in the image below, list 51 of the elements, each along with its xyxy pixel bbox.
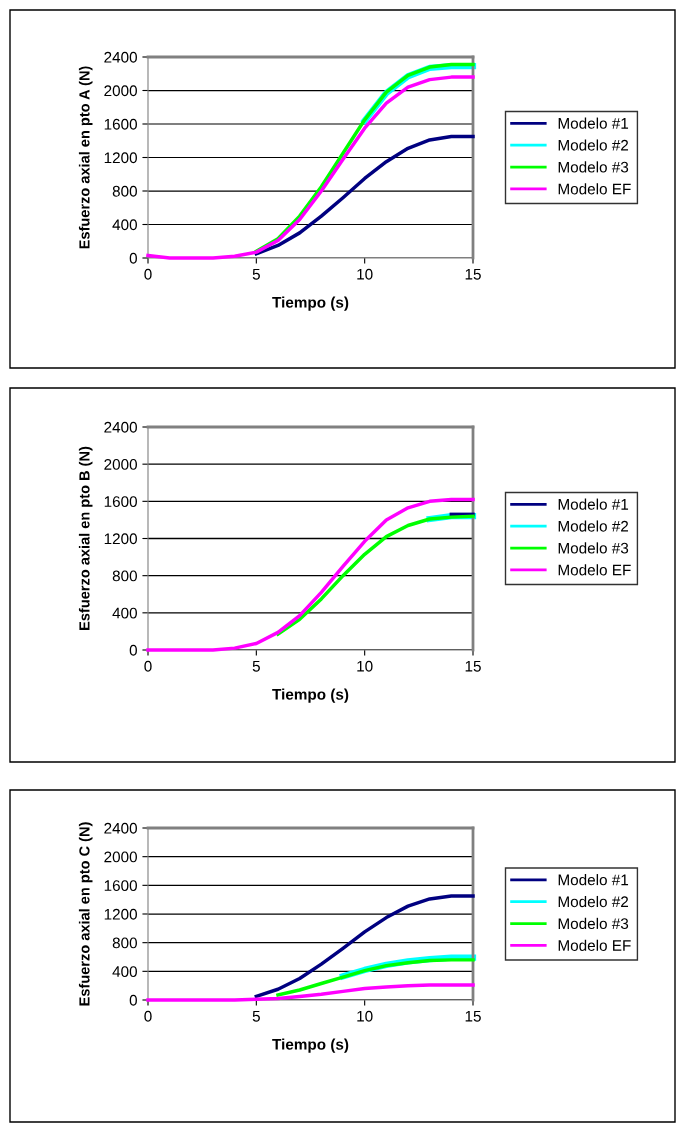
- y-tick-label: 2000: [104, 85, 137, 97]
- y-tick-label: 1600: [104, 118, 137, 130]
- x-tick-label: 5: [252, 660, 260, 672]
- legend-label: Modelo EF: [558, 939, 631, 951]
- legend-label: Modelo #1: [558, 498, 629, 510]
- x-tick-label: 15: [465, 1010, 481, 1022]
- y-tick-label: 0: [129, 252, 137, 264]
- y-axis-title: Esfuerzo axial en pto B (N): [78, 446, 93, 630]
- y-tick-label: 0: [129, 994, 137, 1006]
- legend-label: Modelo #2: [558, 139, 629, 151]
- legend-label: Modelo #1: [558, 117, 629, 129]
- y-tick-label: 2400: [104, 421, 137, 433]
- y-tick-label: 2000: [104, 459, 137, 470]
- legend-label: Modelo #2: [558, 520, 629, 532]
- x-tick-label: 0: [144, 660, 152, 672]
- x-tick-label: 10: [357, 1010, 373, 1022]
- legend-label: Modelo #3: [558, 542, 629, 554]
- y-tick-label: 2400: [104, 51, 137, 63]
- x-tick-label: 10: [357, 660, 373, 672]
- y-tick-label: 2000: [104, 851, 137, 863]
- y-tick-label: 1200: [104, 533, 137, 545]
- y-tick-label: 1600: [104, 880, 137, 892]
- legend-label: Modelo #3: [558, 161, 629, 173]
- y-axis-title: Esfuerzo axial en pto A (N): [78, 66, 93, 249]
- legend-label: Modelo EF: [558, 183, 631, 195]
- legend-label: Modelo EF: [558, 564, 631, 576]
- x-tick-label: 5: [252, 1010, 260, 1022]
- y-tick-label: 2400: [104, 822, 137, 834]
- x-tick-label: 15: [465, 660, 481, 672]
- legend-label: Modelo #1: [558, 874, 629, 886]
- y-tick-label: 400: [112, 219, 137, 231]
- y-tick-label: 1200: [104, 908, 137, 920]
- y-tick-label: 1600: [104, 496, 137, 508]
- y-tick-label: 0: [129, 644, 137, 656]
- y-axis-title: Esfuerzo axial en pto C (N): [78, 822, 93, 1006]
- legend-label: Modelo #2: [558, 895, 629, 908]
- x-axis-title: Tiempo (s): [272, 688, 349, 703]
- y-tick-label: 1200: [104, 152, 137, 164]
- x-tick-label: 0: [144, 268, 152, 280]
- y-tick-label: 400: [112, 607, 137, 619]
- y-tick-label: 800: [112, 570, 137, 582]
- y-tick-label: 800: [112, 937, 137, 949]
- x-tick-label: 15: [465, 268, 481, 280]
- x-axis-title: Tiempo (s): [272, 1038, 349, 1053]
- x-tick-label: 0: [144, 1010, 152, 1022]
- legend-label: Modelo #3: [558, 917, 629, 930]
- x-tick-label: 10: [357, 268, 373, 280]
- x-axis-title: Tiempo (s): [272, 296, 349, 311]
- x-tick-label: 5: [252, 268, 260, 280]
- y-tick-label: 400: [112, 966, 137, 978]
- y-tick-label: 800: [112, 185, 137, 197]
